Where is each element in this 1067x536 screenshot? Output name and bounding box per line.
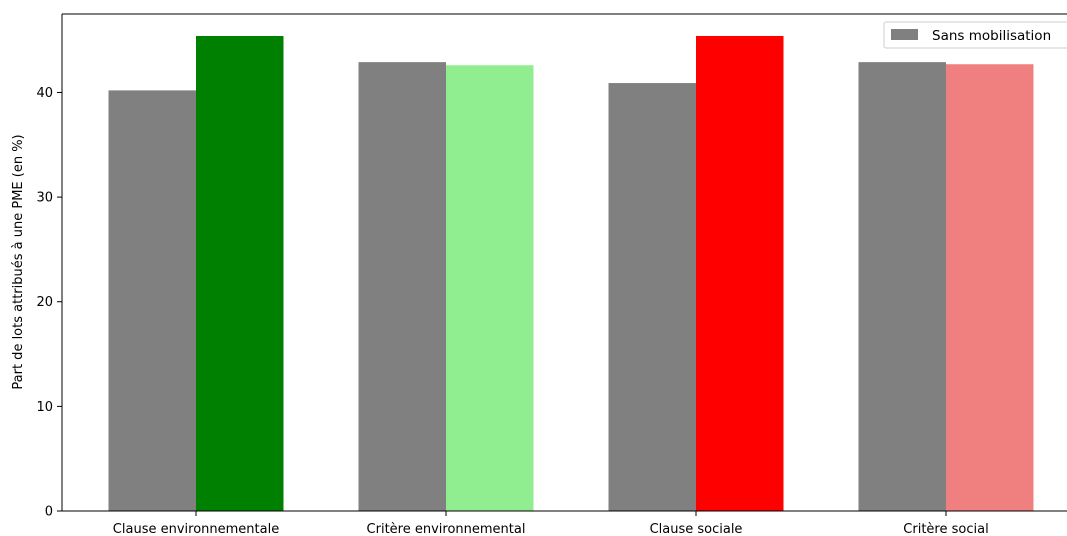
y-tick-label: 10 — [36, 400, 53, 415]
bar-series0-cat3 — [858, 62, 946, 512]
bar-series0-cat1 — [358, 62, 446, 512]
x-tick-label: Critère social — [903, 522, 988, 536]
legend-label-sans-mobilisation: Sans mobilisation — [932, 28, 1051, 44]
x-tick-label: Clause environnementale — [113, 522, 279, 536]
y-tick-label: 0 — [45, 505, 53, 520]
legend-swatch-sans-mobilisation — [891, 29, 918, 40]
legend-frame — [883, 21, 1067, 49]
axes-group — [61, 13, 1067, 512]
bars-group — [108, 35, 1034, 512]
bar-series1-cat2 — [696, 35, 784, 512]
y-tick-label: 30 — [36, 191, 53, 206]
bar-series1-cat0 — [196, 35, 284, 512]
legend: Sans mobilisation — [883, 21, 1067, 49]
x-tick-label: Critère environnemental — [367, 522, 526, 536]
y-tick-label: 20 — [36, 295, 53, 310]
bar-series0-cat2 — [608, 83, 696, 512]
bar-series0-cat0 — [108, 90, 196, 512]
bar-series1-cat1 — [446, 65, 534, 511]
bar-series1-cat3 — [946, 64, 1034, 512]
y-ticks-group: 0 10 20 30 40 — [36, 86, 62, 520]
x-tick-label: Clause sociale — [650, 522, 743, 536]
y-axis-label: Part de lots attribués à une PME (en %) — [11, 134, 26, 389]
x-ticks-group: Clause environnementale Critère environne… — [113, 511, 989, 536]
y-tick-label: 40 — [36, 86, 53, 101]
